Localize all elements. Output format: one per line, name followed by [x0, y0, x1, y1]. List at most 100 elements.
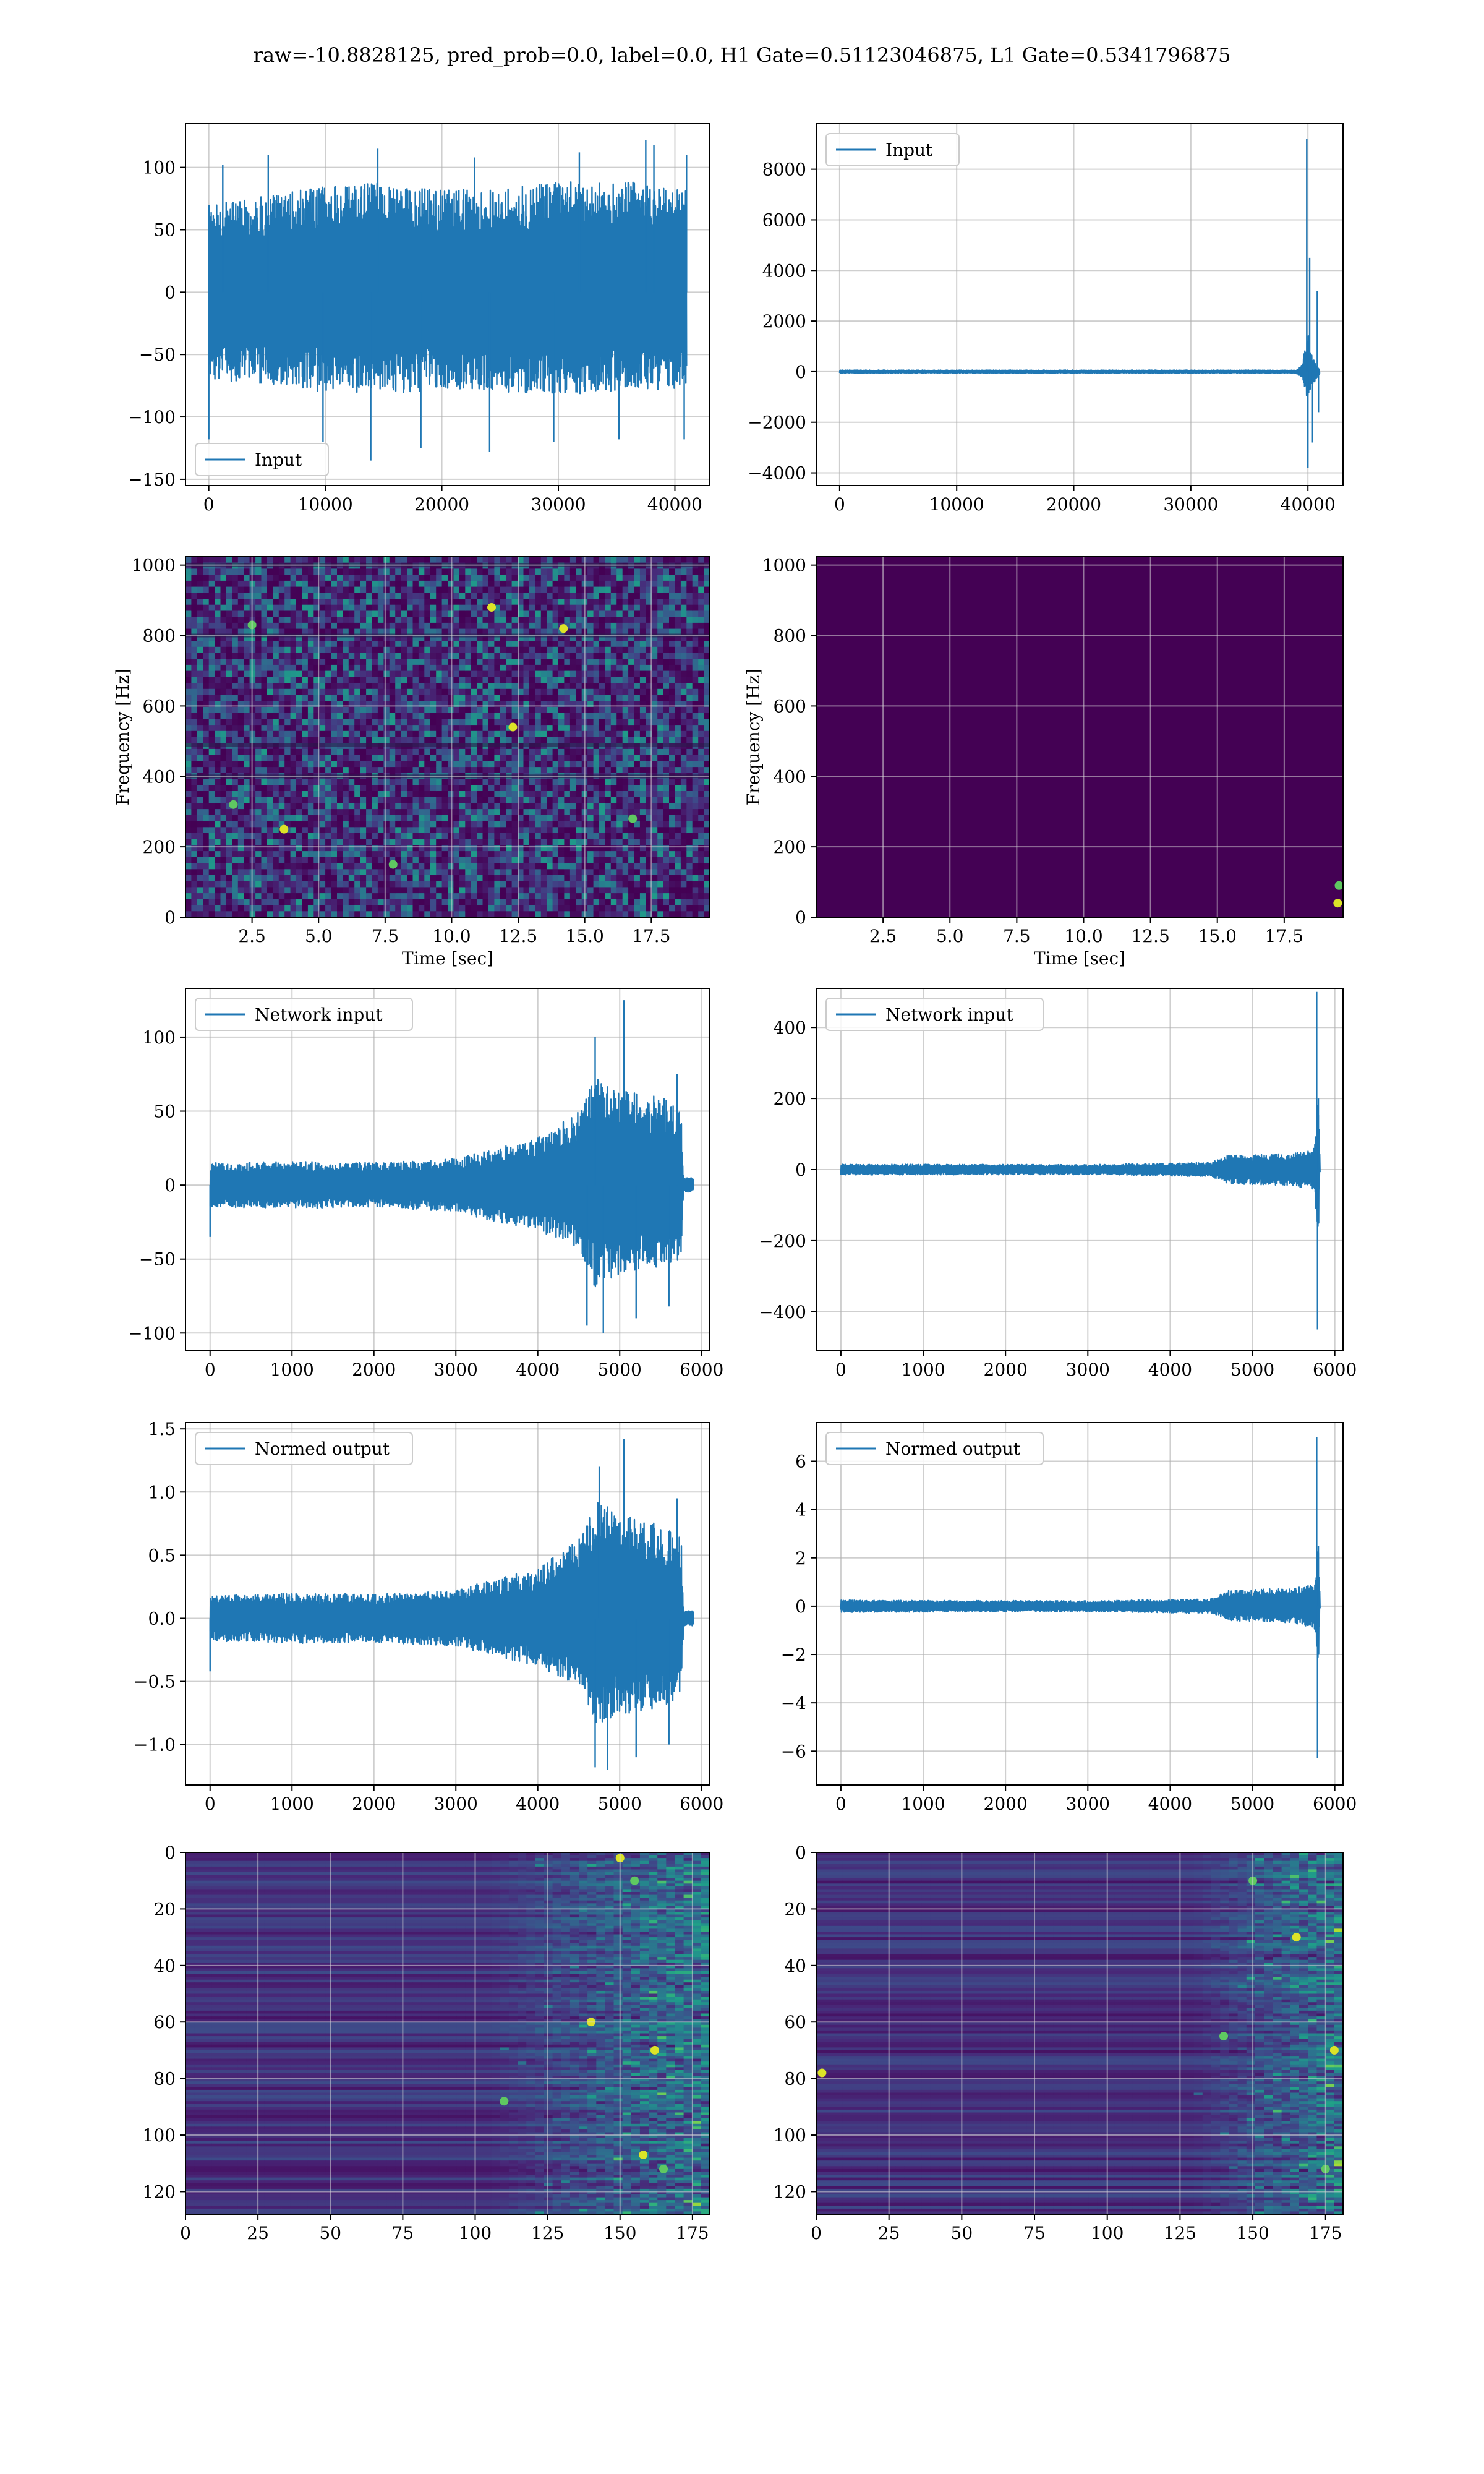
feature-map-l1-xtick-label: 50	[951, 2223, 973, 2243]
input-h1-ytick-label: −150	[128, 469, 176, 490]
spectrogram-h1-hotspot	[229, 800, 238, 809]
spectrogram-l1-xtick-label: 10.0	[1064, 926, 1102, 946]
input-l1-ytick-label: 6000	[762, 210, 806, 230]
network-input-l1-xtick-label: 5000	[1230, 1359, 1274, 1380]
normed-output-h1-ytick-label: 0.5	[148, 1545, 176, 1565]
spectrogram-h1-xtick-label: 12.5	[499, 926, 537, 946]
spectrogram-h1-xtick-label: 7.5	[372, 926, 399, 946]
input-l1-xtick-label: 30000	[1163, 494, 1218, 515]
network-input-l1-xtick-label: 3000	[1066, 1359, 1110, 1380]
normed-output-h1-xtick-label: 0	[205, 1794, 216, 1814]
normed-output-l1-series-line	[840, 1551, 1321, 1658]
network-input-h1-ytick-label: 0	[164, 1175, 176, 1196]
input-h1-xtick-label: 40000	[647, 494, 702, 515]
network-input-l1-xtick-label: 1000	[901, 1359, 945, 1380]
normed-output-l1-xtick-label: 3000	[1066, 1794, 1110, 1814]
normed-output-l1-xtick-label: 1000	[901, 1794, 945, 1814]
input-h1-legend: Input	[195, 443, 329, 476]
normed-output-h1-xtick-label: 6000	[680, 1794, 723, 1814]
normed-output-h1-series-line	[209, 1502, 694, 1723]
feature-map-l1-ytick-label: 40	[784, 1956, 806, 1976]
normed-output-l1-legend-label: Normed output	[885, 1439, 1021, 1459]
feature-map-h1-xtick-label: 0	[180, 2223, 191, 2243]
normed-output-l1-xtick-label: 5000	[1230, 1794, 1274, 1814]
spectrogram-h1-ytick-label: 200	[143, 837, 176, 857]
network-input-h1-frame	[185, 988, 710, 1351]
input-h1-ytick-label: −100	[128, 407, 176, 427]
network-input-h1-xtick-label: 4000	[516, 1359, 560, 1380]
network-input-h1-ytick-label: −50	[139, 1249, 176, 1270]
normed-output-l1-xtick-label: 2000	[984, 1794, 1028, 1814]
network-input-h1-xtick-label: 6000	[680, 1359, 723, 1380]
feature-map-h1-ytick-label: 60	[153, 2012, 176, 2032]
feature-map-l1-heatmap	[816, 1852, 1343, 2214]
feature-map-l1-xtick-label: 25	[878, 2223, 900, 2243]
feature-map-h1-ytick-label: 120	[143, 2181, 176, 2202]
normed-output-l1-frame	[816, 1422, 1344, 1786]
normed-output-l1-ytick-label: −6	[781, 1741, 806, 1761]
feature-map-h1-hotspot	[639, 2151, 648, 2160]
network-input-l1-ytick-label: −200	[759, 1231, 806, 1251]
panel-normed-output-h1: 0 1000 2000 3000 4000 5000 6000 −1.0 −0.5 0.0 0.5 1…	[134, 1419, 723, 1814]
spectrogram-h1-xtick-label: 2.5	[238, 926, 266, 946]
input-l1-ytick-label: 4000	[762, 260, 806, 281]
network-input-h1-xtick-label: 3000	[434, 1359, 478, 1380]
spectrogram-h1-xlabel: Time [sec]	[402, 948, 493, 969]
network-input-l1-xtick-label: 4000	[1148, 1359, 1192, 1380]
input-l1-xtick-label: 20000	[1046, 494, 1101, 515]
input-l1-ytick-label: 8000	[762, 160, 806, 180]
feature-map-l1-xtick-label: 100	[1091, 2223, 1124, 2243]
panel-input-h1: 0 10000 20000 30000 40000 −150 −100 −50 0 50 100 In…	[128, 123, 710, 515]
spectrogram-l1-heatmap	[816, 557, 1343, 917]
input-l1-ytick-label: −4000	[748, 463, 806, 484]
feature-map-h1-xtick-label: 125	[531, 2223, 564, 2243]
input-l1-xtick-label: 10000	[929, 494, 984, 515]
normed-output-l1-xtick-label: 6000	[1313, 1794, 1357, 1814]
network-input-h1-legend: Network input	[195, 998, 413, 1031]
normed-output-h1-ytick-label: −0.5	[134, 1672, 176, 1692]
spectrogram-l1-hotspot	[1334, 881, 1343, 890]
input-h1-legend-label: Input	[255, 450, 302, 470]
feature-map-h1-hotspot	[630, 1876, 639, 1885]
spectrogram-h1-hotspot	[279, 824, 289, 834]
spectrogram-l1-ylabel: Frequency [Hz]	[743, 669, 764, 805]
feature-map-l1-ytick-label: 20	[784, 1899, 806, 1919]
network-input-h1-xtick-label: 1000	[270, 1359, 314, 1380]
panel-input-l1: 0 10000 20000 30000 40000 −4000 −2000 0 2000 4000…	[748, 123, 1344, 515]
normed-output-l1-xtick-label: 4000	[1148, 1794, 1192, 1814]
input-h1-xtick-label: 0	[203, 494, 215, 515]
figure-suptitle: raw=-10.8828125, pred_prob=0.0, label=0.…	[254, 43, 1231, 67]
spectrogram-h1-ytick-label: 600	[143, 696, 176, 716]
network-input-h1-xtick-label: 5000	[598, 1359, 642, 1380]
feature-map-h1-ytick-label: 100	[143, 2125, 176, 2146]
input-h1-series-line	[208, 181, 688, 395]
network-input-l1-series-line	[840, 1105, 1321, 1227]
normed-output-h1-xtick-label: 4000	[516, 1794, 560, 1814]
network-input-h1-xtick-label: 2000	[352, 1359, 396, 1380]
spectrogram-h1-ytick-label: 1000	[132, 555, 176, 576]
network-input-l1-xtick-label: 2000	[984, 1359, 1028, 1380]
spectrogram-h1-hotspot	[628, 814, 638, 823]
network-input-h1-series-line	[209, 1079, 694, 1288]
spectrogram-l1-xtick-label: 12.5	[1131, 926, 1169, 946]
feature-map-h1-xtick-label: 100	[459, 2223, 492, 2243]
spectrogram-l1-xtick-label: 7.5	[1003, 926, 1031, 946]
spectrogram-l1-xlabel: Time [sec]	[1034, 948, 1125, 969]
input-l1-xtick-label: 0	[834, 494, 845, 515]
spectrogram-l1-xtick-label: 2.5	[869, 926, 897, 946]
normed-output-l1-ytick-label: 6	[795, 1452, 806, 1472]
normed-output-h1-xtick-label: 5000	[598, 1794, 642, 1814]
network-input-l1-ytick-label: −400	[759, 1302, 806, 1322]
spectrogram-h1-hotspot	[559, 624, 568, 633]
input-h1-ytick-label: 50	[153, 220, 176, 240]
input-l1-ytick-label: 0	[795, 362, 806, 382]
spectrogram-h1-hotspot	[487, 602, 497, 612]
feature-map-h1-xtick-label: 75	[392, 2223, 414, 2243]
feature-map-l1-ytick-label: 80	[784, 2069, 806, 2089]
feature-map-l1-ytick-label: 120	[774, 2181, 806, 2202]
spectrogram-h1-ylabel: Frequency [Hz]	[113, 669, 133, 805]
input-l1-grid	[816, 124, 1343, 486]
spectrogram-h1-xtick-label: 5.0	[305, 926, 333, 946]
spectrogram-l1-xtick-label: 17.5	[1265, 926, 1303, 946]
